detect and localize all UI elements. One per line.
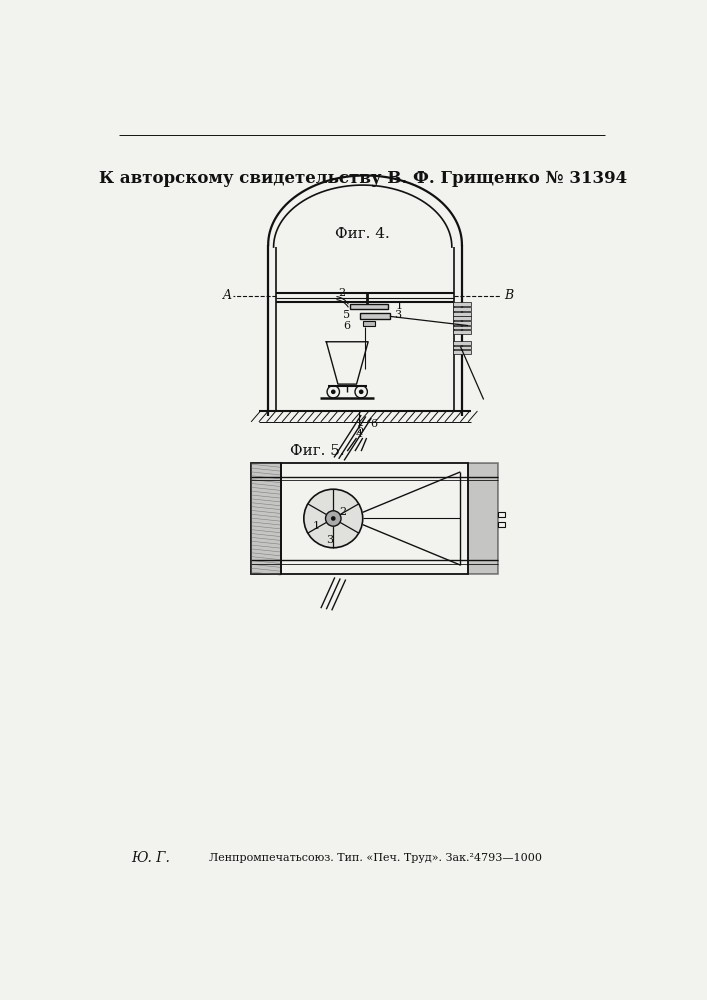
Bar bbox=[452, 312, 472, 316]
Text: Ленпромпечатьсоюз. Тип. «Печ. Труд». Зак.²4793—1000: Ленпромпечатьсоюз. Тип. «Печ. Труд». Зак… bbox=[209, 853, 542, 863]
Text: 2: 2 bbox=[339, 507, 346, 517]
Bar bbox=[349, 304, 388, 309]
Text: Ю. Г.: Ю. Г. bbox=[131, 851, 170, 865]
Bar bbox=[452, 350, 472, 354]
Circle shape bbox=[325, 511, 341, 526]
Bar bbox=[452, 341, 472, 345]
Bar bbox=[452, 321, 472, 325]
Text: 6: 6 bbox=[343, 321, 350, 331]
Bar bbox=[452, 307, 472, 311]
Bar bbox=[452, 316, 472, 320]
Text: 5: 5 bbox=[343, 310, 350, 320]
Bar bbox=[363, 321, 375, 326]
Text: 6: 6 bbox=[370, 419, 377, 429]
Bar bbox=[251, 463, 281, 574]
Text: 5: 5 bbox=[357, 425, 364, 435]
Bar bbox=[251, 463, 281, 574]
Text: 2: 2 bbox=[338, 288, 345, 298]
Bar bbox=[452, 302, 472, 306]
Text: 3: 3 bbox=[326, 535, 333, 545]
Text: 4: 4 bbox=[356, 429, 363, 439]
Text: A: A bbox=[223, 289, 233, 302]
Bar bbox=[498, 522, 506, 527]
Text: Фиг. 5.: Фиг. 5. bbox=[290, 444, 344, 458]
Bar bbox=[452, 326, 472, 329]
Bar bbox=[361, 313, 390, 319]
Text: 1: 1 bbox=[396, 301, 403, 311]
Text: Фиг. 4.: Фиг. 4. bbox=[335, 227, 390, 241]
Bar bbox=[498, 512, 506, 517]
Circle shape bbox=[331, 516, 336, 521]
Bar bbox=[452, 346, 472, 349]
Circle shape bbox=[304, 489, 363, 548]
Circle shape bbox=[331, 389, 336, 394]
Bar bbox=[452, 330, 472, 334]
Text: B: B bbox=[504, 289, 513, 302]
Text: 3: 3 bbox=[394, 310, 401, 320]
Bar bbox=[468, 463, 498, 574]
Text: К авторскому свидетельству В. Ф. Грищенко № 31394: К авторскому свидетельству В. Ф. Грищенк… bbox=[99, 170, 627, 187]
Text: 1: 1 bbox=[312, 521, 320, 531]
Circle shape bbox=[359, 389, 363, 394]
Bar bbox=[281, 463, 468, 574]
